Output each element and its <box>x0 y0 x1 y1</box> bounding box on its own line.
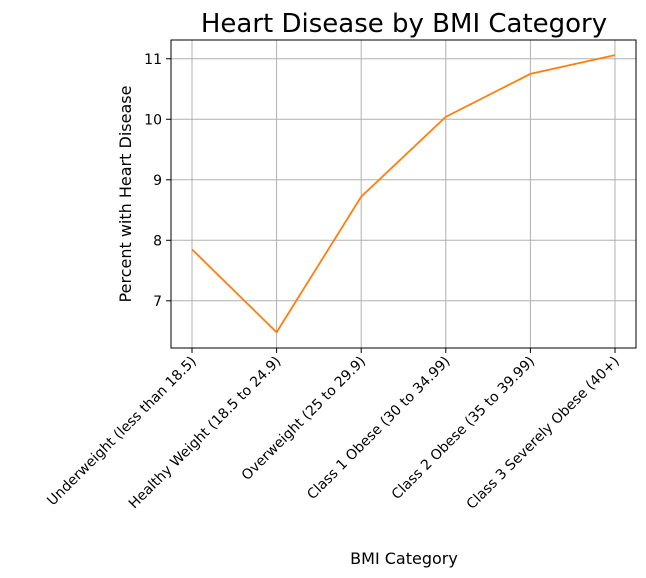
x-tick-label: Class 2 Obese (35 to 39.99) <box>389 354 538 503</box>
y-axis: 7 8 9 10 11 <box>144 52 171 310</box>
x-tick-label: Underweight (less than 18.5) <box>44 354 200 510</box>
y-tick-label: 7 <box>153 294 162 310</box>
grid <box>171 40 636 348</box>
y-tick-label: 9 <box>153 173 162 189</box>
x-axis-label: BMI Category <box>350 549 458 568</box>
chart-title: Heart Disease by BMI Category <box>201 9 607 39</box>
y-axis-label: Percent with Heart Disease <box>116 86 135 303</box>
x-axis: Underweight (less than 18.5)Healthy Weig… <box>44 348 623 513</box>
x-tick-label: Healthy Weight (18.5 to 24.9) <box>126 354 285 513</box>
y-tick-label: 10 <box>144 112 162 128</box>
plot-frame <box>170 39 637 349</box>
series-line <box>191 54 616 334</box>
series-layer <box>191 54 616 334</box>
x-tick-label: Class 3 Severely Obese (40+) <box>464 354 623 513</box>
y-tick-label: 11 <box>144 52 162 68</box>
x-tick-label: Class 1 Obese (30 to 34.99) <box>304 354 453 503</box>
y-tick-label: 8 <box>153 233 162 249</box>
